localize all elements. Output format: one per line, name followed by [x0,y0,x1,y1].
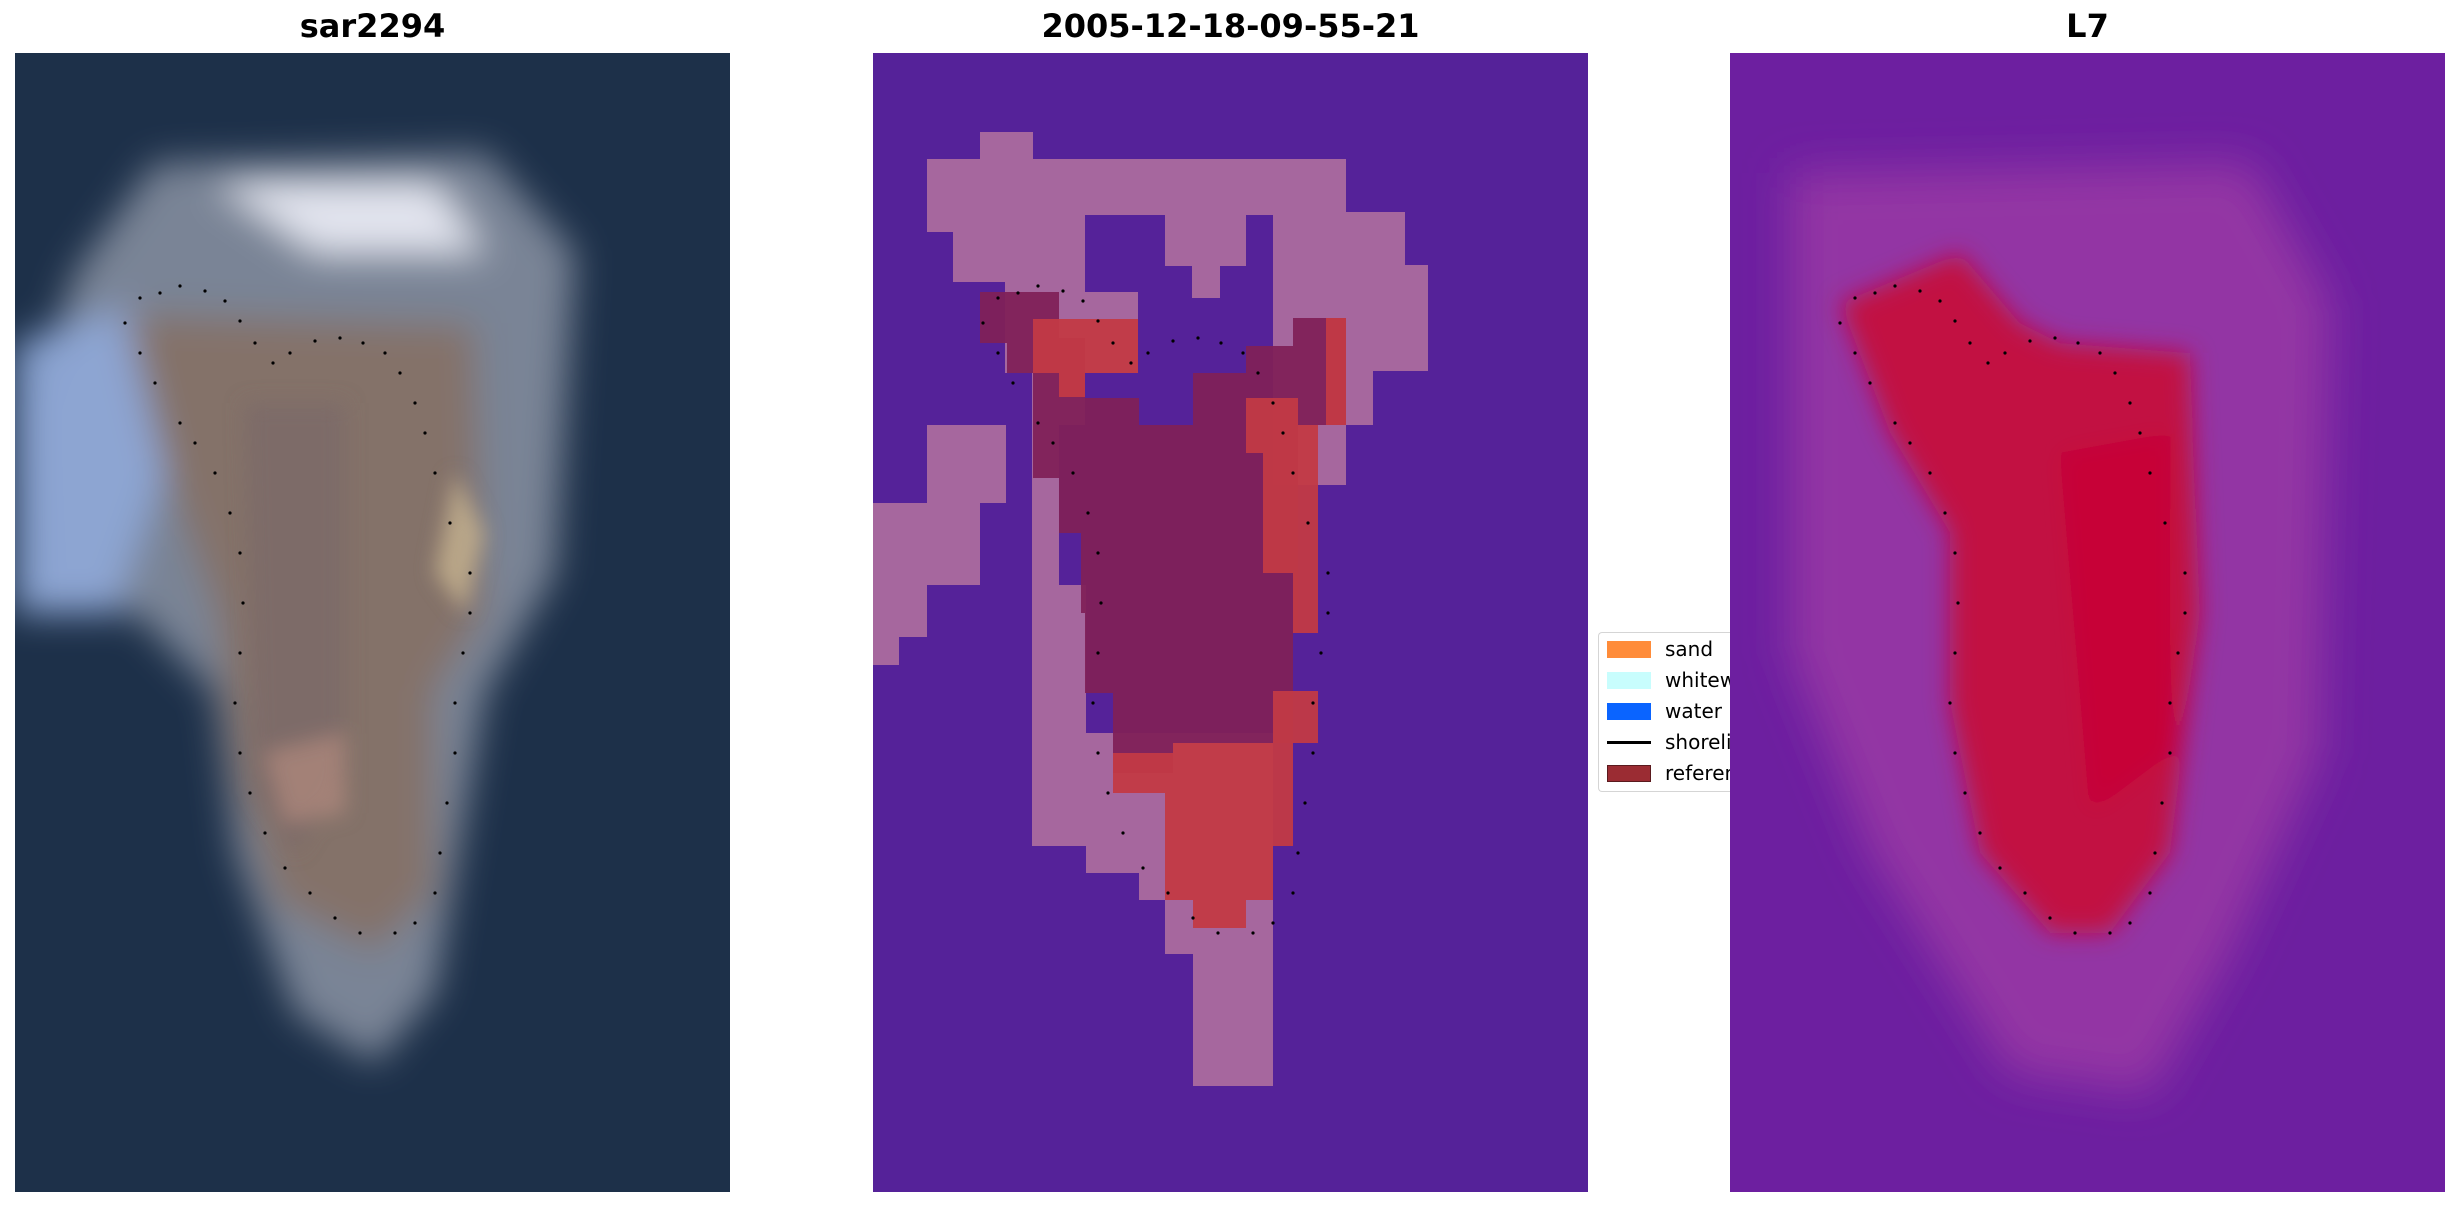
rgb-pink-patch [265,733,345,823]
water-swatch [1607,702,1651,720]
classified-image-panel [873,53,1588,1192]
class-shoreline-points [981,284,1330,935]
panel-title-classified: 2005-12-18-09-55-21 [1041,7,1420,45]
class-reference-red [1033,318,1346,928]
index-shoreline-points [1838,284,2187,935]
classified-image [873,53,1588,1192]
panel-title-rgb: sar2294 [299,7,446,45]
index-image [1730,53,2445,1192]
rgb-image-panel [15,53,730,1192]
index-image-panel [1730,53,2445,1192]
rgb-blue-patch [15,303,165,613]
legend-label-sand: sand [1665,637,1714,661]
rgb-image [15,53,730,1192]
legend-item-shoreline: shoreline [1607,729,1731,755]
whitewater-swatch [1607,671,1651,689]
reference-swatch [1607,764,1651,782]
index-red-core [2060,433,2170,813]
legend-item-water: water [1607,698,1722,724]
rgb-shoreline-points [123,284,472,935]
legend-label-reference: reference [1665,761,1731,785]
legend-label-water: water [1665,699,1722,723]
legend-label-shoreline: shoreline [1665,730,1731,754]
legend-item-sand: sand [1607,636,1713,662]
rgb-white-patch [215,183,485,253]
legend-item-reference: reference [1607,760,1731,786]
shoreline-line-swatch [1607,740,1651,744]
sand-swatch [1607,640,1651,658]
rgb-tan-patch [435,473,485,613]
panel-title-index: L7 [2066,7,2109,45]
